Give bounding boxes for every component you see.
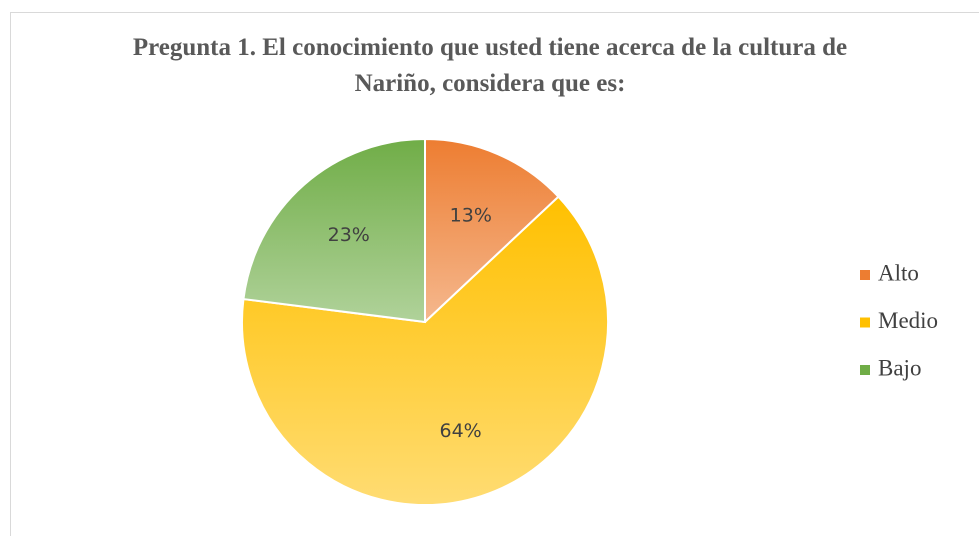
chart-frame bbox=[10, 12, 979, 536]
pie-slice bbox=[424, 137, 560, 325]
data-label: 13% bbox=[450, 205, 492, 227]
pie-slice bbox=[241, 195, 609, 506]
data-label: 23% bbox=[328, 224, 370, 246]
data-label: 64% bbox=[440, 420, 482, 442]
legend-swatch bbox=[860, 317, 870, 328]
legend-swatch bbox=[860, 270, 870, 280]
legend-label: Alto bbox=[878, 260, 919, 285]
pie-slice bbox=[242, 137, 426, 324]
chart-title: Pregunta 1. El conocimiento que usted ti… bbox=[132, 34, 848, 97]
legend-swatch bbox=[860, 365, 870, 375]
legend-label: Medio bbox=[878, 308, 938, 333]
legend-label: Bajo bbox=[878, 355, 921, 380]
